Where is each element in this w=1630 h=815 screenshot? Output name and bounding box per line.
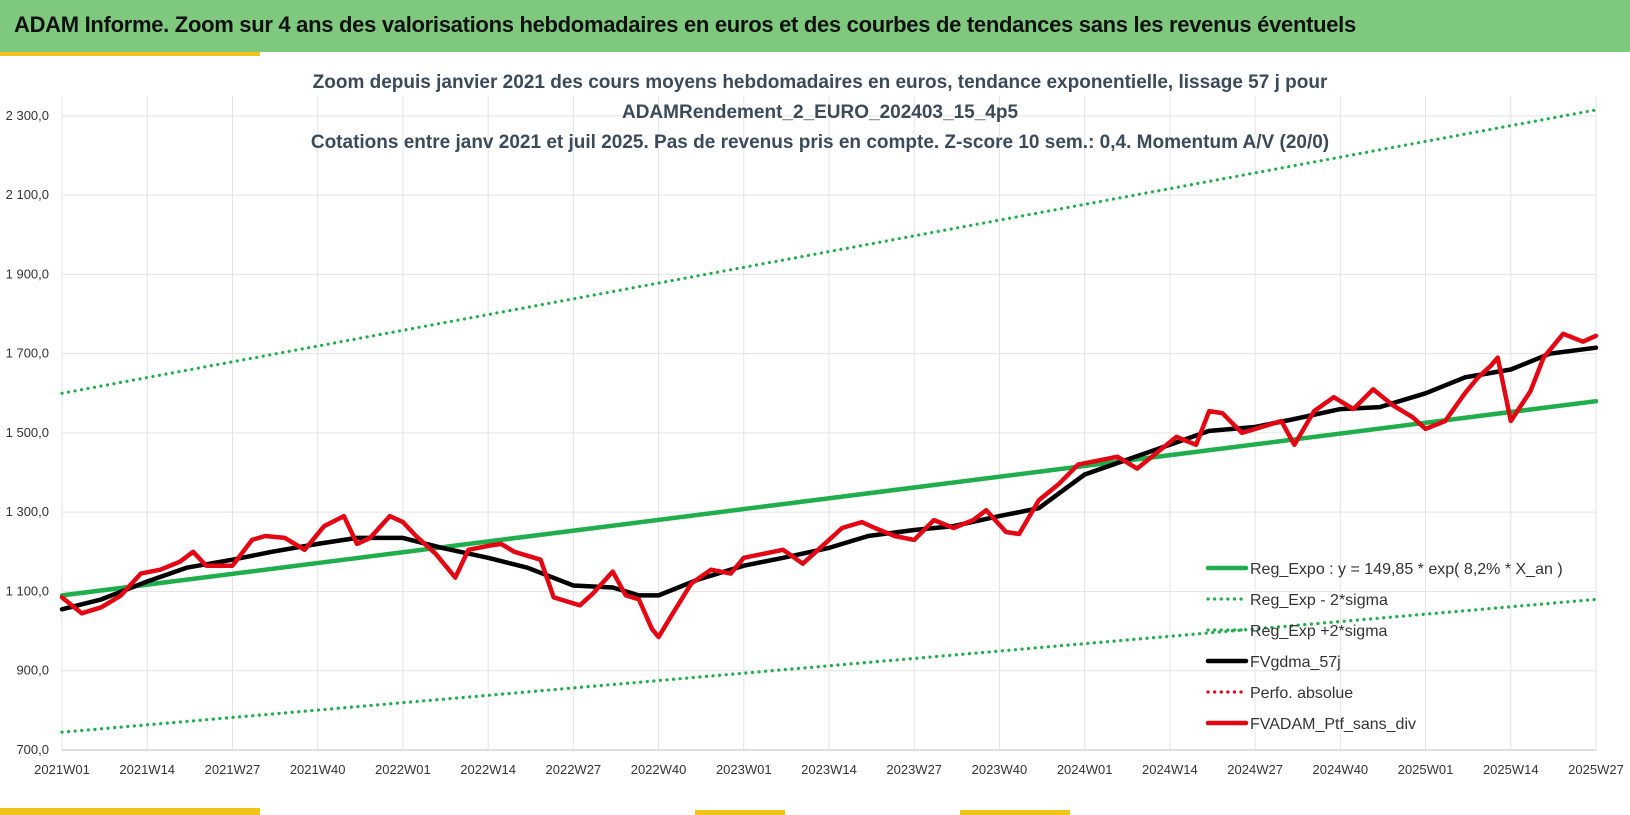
y-tick-label: 1 100,0 (6, 583, 49, 598)
chart-title-line: ADAMRendement_2_EURO_202403_15_4p5 (622, 102, 1018, 123)
x-tick-label: 2021W27 (205, 762, 261, 777)
x-tick-label: 2021W01 (34, 762, 90, 777)
x-tick-label: 2024W01 (1057, 762, 1113, 777)
y-tick-label: 1 500,0 (6, 425, 49, 440)
x-tick-label: 2024W27 (1227, 762, 1283, 777)
header-banner: ADAM Informe. Zoom sur 4 ans des valoris… (0, 0, 1630, 52)
x-tick-label: 2022W14 (460, 762, 516, 777)
x-tick-label: 2021W40 (290, 762, 346, 777)
x-tick-label: 2025W27 (1568, 762, 1624, 777)
accent-bar-bottom-middle (695, 810, 785, 815)
chart-series (59, 108, 1599, 734)
x-tick-label: 2023W27 (886, 762, 942, 777)
x-tick-label: 2024W40 (1313, 762, 1369, 777)
y-tick-label: 2 300,0 (6, 108, 49, 123)
series-line-1 (60, 597, 1598, 734)
series-line-2 (60, 108, 1598, 395)
legend-label: Reg_Expo : y = 149,85 * exp( 8,2% * X_an… (1250, 561, 1563, 578)
chart-title-line: Zoom depuis janvier 2021 des cours moyen… (313, 72, 1328, 93)
series-line-0 (59, 398, 1599, 598)
x-tick-label: 2025W14 (1483, 762, 1539, 777)
x-tick-label: 2023W01 (716, 762, 772, 777)
accent-bar-bottom-left (0, 808, 260, 815)
y-tick-label: 2 100,0 (6, 187, 49, 202)
accent-bar-top (0, 52, 260, 56)
y-axis: 700,0 900,0 1 100,0 1 300,0 1 500,0 1 700,0 1 … (6, 108, 49, 757)
series-line-5 (59, 331, 1599, 640)
accent-bar-bottom-right (960, 810, 1070, 815)
y-tick-label: 1 300,0 (6, 504, 49, 519)
chart-area: Zoom depuis janvier 2021 des cours moyen… (6, 72, 1624, 777)
legend-label: FVgdma_57j (1250, 654, 1341, 671)
legend-label: Reg_Exp - 2*sigma (1250, 592, 1388, 609)
x-tick-label: 2025W01 (1398, 762, 1454, 777)
legend-label: FVADAM_Ptf_sans_div (1250, 716, 1416, 733)
legend-label: Perfo. absolue (1250, 685, 1353, 702)
chart-legend: Reg_Expo : y = 149,85 * exp( 8,2% * X_an… (1205, 561, 1563, 733)
series-line-3 (59, 345, 1599, 612)
x-tick-label: 2022W40 (631, 762, 687, 777)
chart-grid (61, 96, 1597, 751)
chart-title-line: Cotations entre janv 2021 et juil 2025. … (311, 132, 1329, 153)
chart-title: Zoom depuis janvier 2021 des cours moyen… (311, 72, 1329, 153)
page-title: ADAM Informe. Zoom sur 4 ans des valoris… (14, 12, 1356, 37)
y-tick-label: 1 900,0 (6, 266, 49, 281)
y-tick-label: 1 700,0 (6, 346, 49, 361)
y-tick-label: 700,0 (16, 742, 49, 757)
x-tick-label: 2024W14 (1142, 762, 1198, 777)
x-axis: 2021W01 2021W14 2021W27 2021W40 2022W01 2022W… (34, 749, 1624, 777)
y-tick-label: 900,0 (16, 663, 49, 678)
x-tick-label: 2021W14 (119, 762, 175, 777)
x-tick-label: 2022W27 (546, 762, 602, 777)
legend-label: Reg_Exp +2*sigma (1250, 623, 1388, 640)
x-tick-label: 2023W40 (972, 762, 1028, 777)
x-tick-label: 2022W01 (375, 762, 431, 777)
x-tick-label: 2023W14 (801, 762, 857, 777)
